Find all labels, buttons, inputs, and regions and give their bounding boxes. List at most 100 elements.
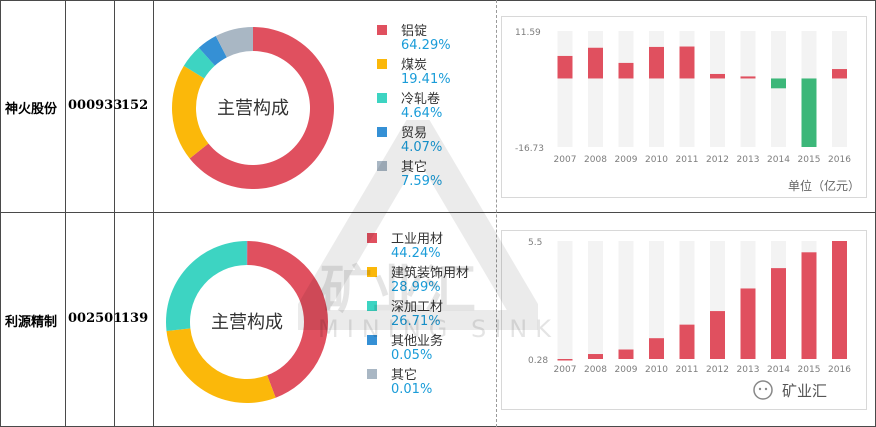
rank-number: 152 bbox=[121, 98, 149, 113]
legend-label: 贸易 bbox=[401, 126, 428, 141]
x-tick-label: 2016 bbox=[828, 365, 851, 375]
bar bbox=[771, 268, 786, 359]
donut-slices bbox=[171, 27, 334, 189]
bar bbox=[649, 338, 664, 359]
x-tick-label: 2011 bbox=[676, 155, 699, 165]
bar-track bbox=[649, 241, 664, 359]
legend-label: 其它 bbox=[391, 368, 418, 383]
x-tick-label: 2009 bbox=[615, 365, 638, 375]
bar bbox=[710, 73, 725, 79]
bar bbox=[679, 46, 695, 79]
y-tick-min: -16.73 bbox=[515, 144, 544, 154]
donut-slice-1 bbox=[166, 328, 276, 403]
donut-slices bbox=[166, 241, 328, 403]
bar bbox=[588, 47, 603, 79]
legend-percent: 19.41% bbox=[401, 72, 451, 87]
x-tick-label: 2007 bbox=[554, 365, 577, 375]
donut-center-label: 主营构成 bbox=[217, 98, 289, 119]
donut-slice-4 bbox=[215, 27, 253, 58]
row-divider bbox=[0, 212, 876, 213]
y-tick-max: 5.5 bbox=[528, 238, 542, 248]
legend-percent: 4.07% bbox=[401, 140, 443, 155]
bar bbox=[588, 354, 603, 359]
donut-slice-0 bbox=[189, 27, 334, 189]
x-tick-label: 2008 bbox=[584, 365, 607, 375]
bar bbox=[618, 349, 634, 359]
legend-swatch bbox=[367, 369, 377, 379]
bar bbox=[801, 78, 817, 147]
legend-label: 深加工材 bbox=[391, 300, 444, 315]
donut-slice-2 bbox=[166, 241, 247, 331]
bar bbox=[771, 78, 786, 89]
legend-item: 煤炭 19.41% bbox=[377, 54, 517, 88]
x-tick-label: 2014 bbox=[767, 155, 790, 165]
bar bbox=[710, 311, 725, 359]
bar-track bbox=[618, 31, 634, 147]
stock-code: 002501 bbox=[68, 311, 123, 326]
donut-slice-0 bbox=[247, 241, 328, 398]
bar bbox=[557, 55, 573, 79]
bar-chart: 5.5 0.28 2007 2008 2009 2010 2011 2012 2013 2014 2… bbox=[528, 238, 851, 375]
rank-number: 139 bbox=[121, 311, 149, 326]
legend-item: 其它 7.59% bbox=[377, 156, 517, 190]
bar bbox=[649, 46, 664, 79]
donut-chart: 主营构成 bbox=[166, 241, 328, 403]
legend-item: 建筑装饰用材 28.99% bbox=[367, 262, 507, 296]
legend-label: 铝锭 bbox=[401, 24, 428, 39]
corner-logo: 矿业汇 bbox=[752, 378, 872, 402]
company-name: 神火股份 bbox=[5, 102, 58, 117]
bar bbox=[740, 288, 756, 359]
col-divider-2 bbox=[114, 0, 115, 427]
x-tick-label: 2008 bbox=[584, 155, 607, 165]
legend-percent: 26.71% bbox=[391, 314, 441, 329]
bar-chart-panel: 11.59 -16.73 2007 2008 2009 2010 2011 2012 2013 2… bbox=[501, 16, 867, 198]
x-tick-label: 2009 bbox=[615, 155, 638, 165]
corner-logo-text: 矿业汇 bbox=[782, 382, 828, 400]
donut-slice-3 bbox=[198, 36, 227, 66]
legend-percent: 28.99% bbox=[391, 280, 441, 295]
wechat-icon bbox=[753, 380, 773, 400]
donut-slice-1 bbox=[171, 65, 209, 159]
bar bbox=[557, 359, 573, 361]
legend-swatch bbox=[367, 301, 377, 311]
bar-chart-panel: 5.5 0.28 2007 2008 2009 2010 2011 2012 2013 2014 2… bbox=[501, 230, 867, 410]
company-name: 利源精制 bbox=[5, 315, 58, 330]
bar-track bbox=[710, 31, 725, 147]
legend-item: 贸易 4.07% bbox=[377, 122, 517, 156]
legend-swatch bbox=[367, 335, 377, 345]
legend-item: 其他业务 0.05% bbox=[367, 330, 507, 364]
donut-chart: 主营构成 bbox=[171, 27, 334, 189]
legend-item: 其它 0.01% bbox=[367, 364, 507, 398]
legend-percent: 0.05% bbox=[391, 348, 433, 363]
bar-track bbox=[588, 241, 603, 359]
bar-track bbox=[557, 31, 573, 147]
bar bbox=[832, 241, 847, 359]
x-tick-label: 2015 bbox=[798, 155, 821, 165]
bar bbox=[618, 62, 634, 79]
legend-percent: 4.64% bbox=[401, 106, 443, 121]
col-divider-3 bbox=[153, 0, 154, 427]
x-tick-label: 2010 bbox=[645, 155, 668, 165]
y-tick-max: 11.59 bbox=[515, 28, 541, 38]
x-tick-label: 2014 bbox=[767, 365, 790, 375]
legend-label: 煤炭 bbox=[401, 58, 428, 73]
bar-track bbox=[740, 31, 756, 147]
legend-swatch bbox=[367, 233, 377, 243]
legend-percent: 0.01% bbox=[391, 382, 433, 397]
donut-slice-2 bbox=[183, 47, 215, 79]
x-tick-label: 2007 bbox=[554, 155, 577, 165]
bar-chart: 11.59 -16.73 2007 2008 2009 2010 2011 2012 2013 2… bbox=[515, 28, 851, 165]
x-tick-label: 2012 bbox=[706, 365, 729, 375]
legend-item: 深加工材 26.71% bbox=[367, 296, 507, 330]
stock-code: 000933 bbox=[68, 98, 123, 113]
legend-swatch bbox=[377, 93, 387, 103]
x-tick-label: 2010 bbox=[645, 365, 668, 375]
x-tick-label: 2015 bbox=[798, 365, 821, 375]
bar bbox=[832, 69, 847, 79]
x-tick-label: 2016 bbox=[828, 155, 851, 165]
legend-label: 工业用材 bbox=[391, 232, 444, 247]
legend-label: 其他业务 bbox=[391, 334, 444, 349]
bar-track bbox=[771, 31, 786, 147]
col-divider-dashed bbox=[496, 0, 497, 427]
legend-label: 建筑装饰用材 bbox=[391, 266, 470, 281]
